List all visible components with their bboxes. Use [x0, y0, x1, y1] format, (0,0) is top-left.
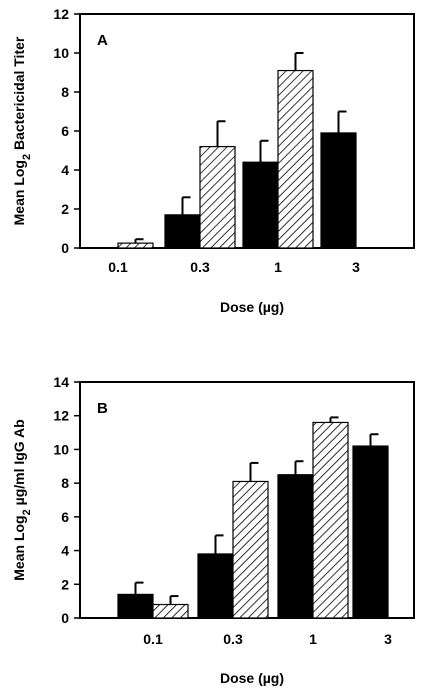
bar-solid-1 [242, 161, 279, 249]
y-tick-label: 0 [61, 610, 69, 626]
x-tick-label: 1 [309, 631, 317, 647]
bar-hatched-0.1 [117, 242, 154, 249]
bar-hatched-1 [277, 69, 314, 249]
bar-hatched-0.3 [232, 480, 269, 619]
x-tick-label: 0.1 [108, 259, 128, 275]
x-tick-label: 1 [274, 259, 282, 275]
x-tick-label: 3 [352, 259, 360, 275]
bar-solid-3 [352, 445, 389, 619]
bar-solid-0.3 [197, 553, 234, 619]
y-tick-label: 8 [61, 84, 69, 100]
y-tick-label: 10 [53, 441, 69, 457]
panel-label: B [97, 400, 108, 417]
x-axis-label: Dose (µg) [220, 670, 284, 686]
y-tick-label: 12 [53, 6, 69, 22]
y-tick-label: 14 [53, 374, 69, 390]
x-tick-label: 3 [384, 631, 392, 647]
x-tick-label: 0.3 [190, 259, 210, 275]
y-tick-label: 6 [61, 509, 69, 525]
bar-hatched-0.3 [199, 146, 236, 249]
y-axis-label: Mean Log2 µg/ml IgG Ab [11, 419, 33, 580]
bar-solid-0.3 [164, 214, 201, 249]
y-tick-label: 0 [61, 240, 69, 256]
y-tick-label: 2 [61, 576, 69, 592]
y-tick-label: 8 [61, 475, 69, 491]
chart-panel-B: 0 2 4 6 8 10 12 14 0.1 0.3 1 3 B Dose (µg) Mean Log2 µ… [11, 374, 415, 686]
y-axis-label: Mean Log2 Bactericidal Titer [11, 36, 33, 225]
y-tick-label: 4 [61, 543, 69, 559]
x-axis-label: Dose (µg) [220, 299, 284, 315]
y-tick-label: 12 [53, 408, 69, 424]
x-tick-label: 0.1 [143, 631, 163, 647]
bar-solid-3 [320, 132, 357, 249]
bar-solid-1 [277, 474, 314, 619]
x-tick-label: 0.3 [223, 631, 243, 647]
bar-solid-0.1 [117, 593, 154, 619]
y-tick-label: 2 [61, 201, 69, 217]
panel-label: A [97, 32, 108, 49]
y-tick-label: 10 [53, 45, 69, 61]
chart-panel-A: 0 2 4 6 8 10 12 0.1 0.3 1 3 A Dose (µg) Mean Log2 Bac… [11, 6, 415, 315]
y-tick-label: 6 [61, 123, 69, 139]
bar-hatched-1 [312, 421, 349, 619]
y-tick-label: 4 [61, 162, 69, 178]
bar-hatched-0.1 [152, 603, 189, 619]
